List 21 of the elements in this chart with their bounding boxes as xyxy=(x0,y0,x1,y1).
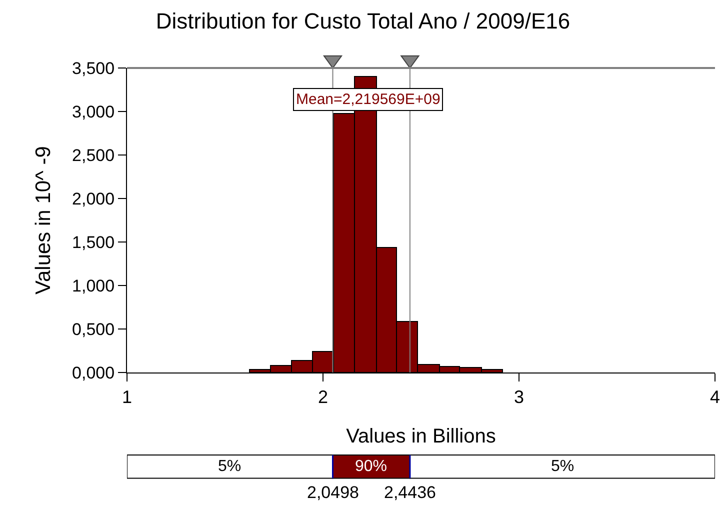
y-tick-label: 1,000 xyxy=(72,276,115,296)
y-tick-label: 2,500 xyxy=(72,146,115,165)
y-tick-label: 0,000 xyxy=(72,364,115,383)
x-tick-label: 1 xyxy=(122,387,132,408)
text: 5% xyxy=(218,458,242,475)
chart-title: Distribution for Custo Total Ano / 2009/E16 xyxy=(156,8,570,34)
y-tick-label: 1,500 xyxy=(72,232,115,252)
y-tick-label: 0,500 xyxy=(72,320,115,339)
y-axis-title: Values in 10^ -9 xyxy=(32,146,56,294)
y-tick-label: 3,500 xyxy=(72,58,115,78)
x-axis-title: Values in Billions xyxy=(346,426,496,448)
x-tick-label: 4 xyxy=(710,387,720,408)
x-tick-label: 3 xyxy=(514,387,524,408)
y-tick-label: 3,000 xyxy=(72,102,115,122)
annotation: Mean=2,219569E+09 xyxy=(296,91,440,108)
text: 5% xyxy=(551,458,574,475)
text: 2,4436 xyxy=(384,483,436,502)
text: 90% xyxy=(355,458,388,475)
text: 2,0498 xyxy=(307,483,359,502)
y-tick-label: 2,000 xyxy=(72,189,115,208)
x-tick-label: 2 xyxy=(318,387,328,408)
